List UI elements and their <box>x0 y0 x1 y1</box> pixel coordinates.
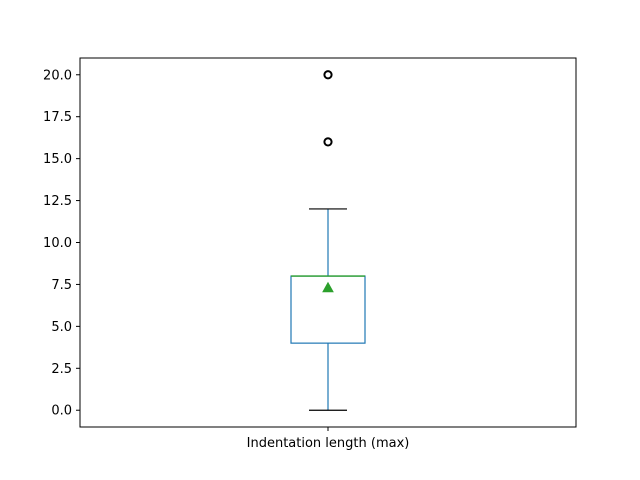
plot-layer <box>290 70 366 411</box>
outlier-point <box>323 137 333 147</box>
y-tick-label: 2.5 <box>51 362 72 377</box>
y-tick-label: 20.0 <box>43 68 72 83</box>
outlier-point <box>323 70 333 80</box>
y-tick-label: 12.5 <box>43 194 72 209</box>
y-tick-label: 17.5 <box>43 110 72 125</box>
mean-marker <box>322 281 334 293</box>
y-tick-label: 10.0 <box>43 236 72 251</box>
x-tick-label: Indentation length (max) <box>247 436 410 451</box>
y-axis: 0.0 2.5 5.0 7.5 10.0 12.5 15.0 17.5 20.0 <box>43 68 80 419</box>
y-tick-label: 15.0 <box>43 152 72 167</box>
y-tick-label: 5.0 <box>51 320 72 335</box>
axes-frame <box>79 57 577 428</box>
x-axis: Indentation length (max) <box>247 427 410 451</box>
y-tick-label: 7.5 <box>51 278 72 293</box>
y-tick-label: 0.0 <box>51 404 72 419</box>
